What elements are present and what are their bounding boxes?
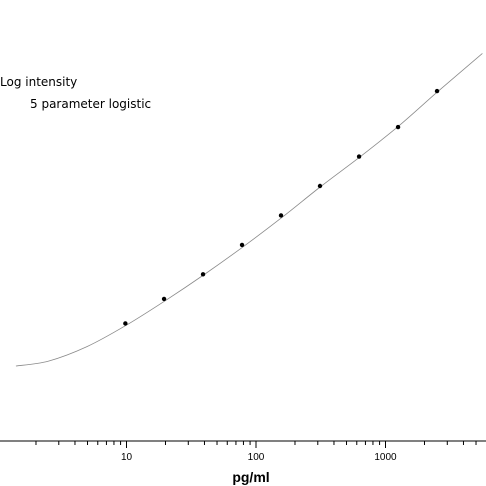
x-tick-label: 100 xyxy=(248,452,265,463)
data-point xyxy=(434,88,440,94)
data-point xyxy=(123,321,128,326)
legend-entry-log-intensity: Log intensity xyxy=(0,75,77,89)
data-points xyxy=(123,88,440,326)
x-axis-tick-labels: 10 100 1000 xyxy=(121,452,397,463)
x-axis-ticks xyxy=(35,441,477,448)
x-tick-label: 1000 xyxy=(374,452,397,463)
legend: Log intensity 5 parameter logistic xyxy=(0,75,151,111)
data-point xyxy=(239,242,245,248)
data-point xyxy=(395,124,401,130)
data-point xyxy=(317,183,323,189)
data-point xyxy=(278,213,284,218)
data-point xyxy=(161,296,167,302)
data-point xyxy=(356,154,362,159)
x-axis-title: pg/ml xyxy=(232,469,269,485)
data-point xyxy=(200,272,206,277)
x-tick-label: 10 xyxy=(121,452,133,463)
legend-entry-5pl: 5 parameter logistic xyxy=(30,97,151,111)
